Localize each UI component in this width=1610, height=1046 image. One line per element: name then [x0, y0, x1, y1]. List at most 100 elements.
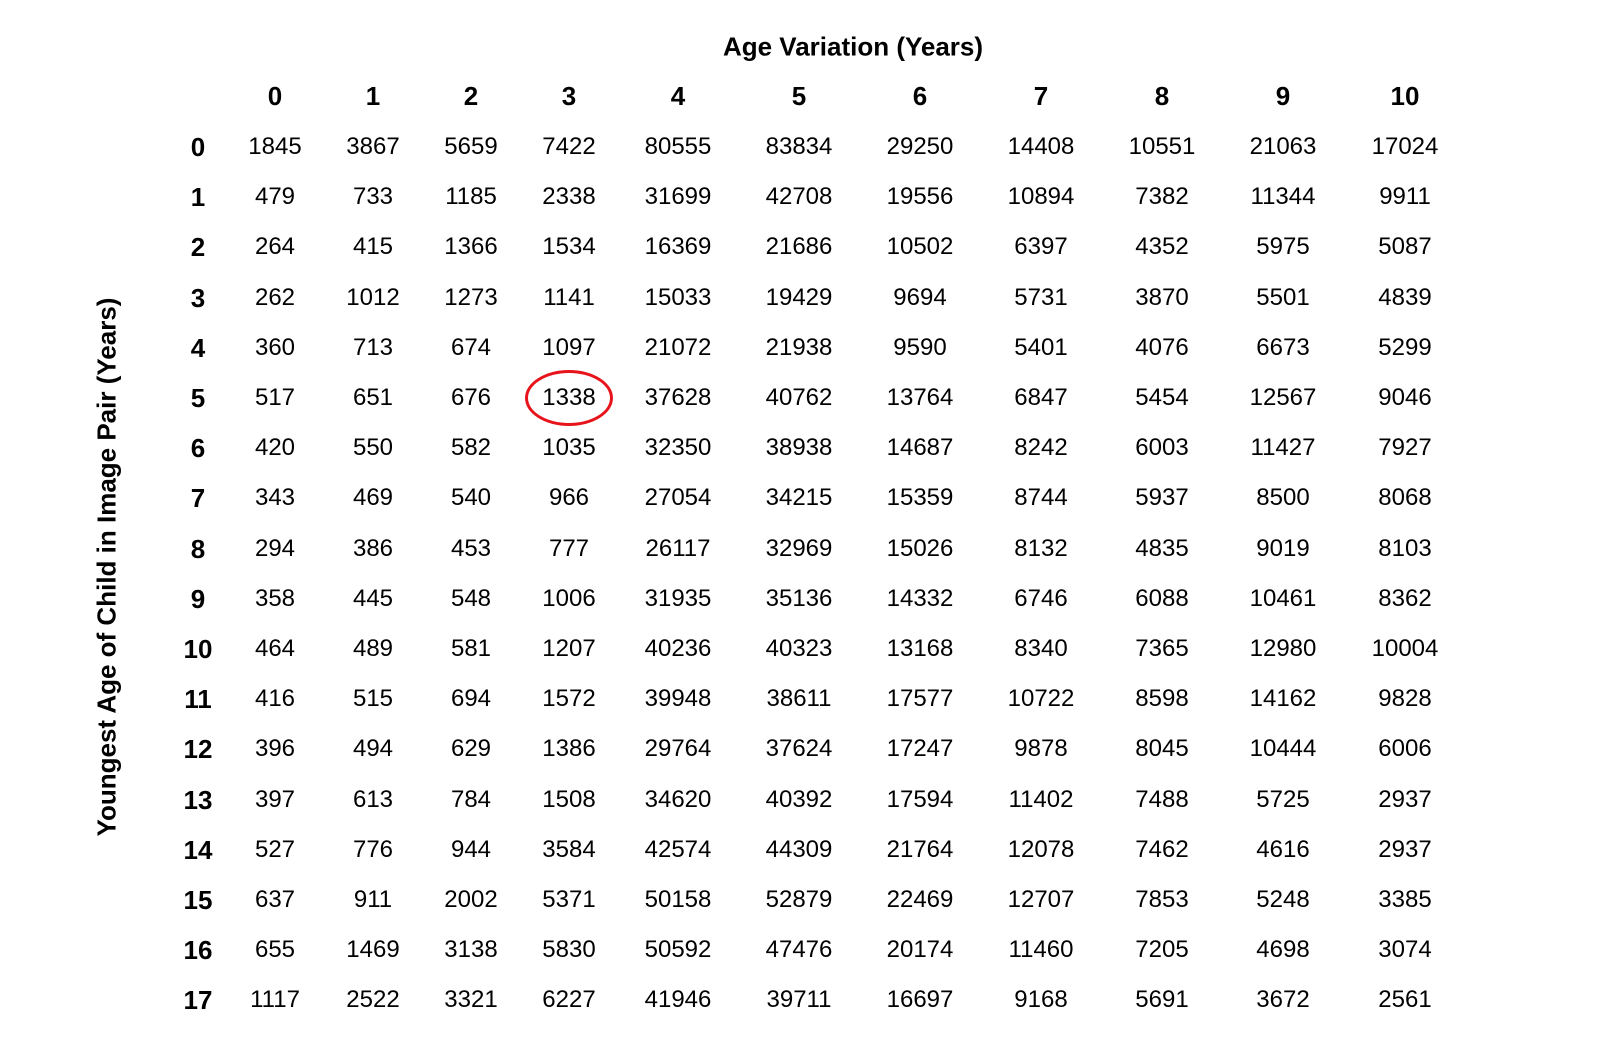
- table-cell: 4698: [1256, 936, 1310, 964]
- table-cell: 15359: [886, 484, 954, 512]
- table-cell: 9911: [1379, 183, 1431, 211]
- table-cell: 3870: [1135, 283, 1189, 311]
- table-cell: 3672: [1256, 986, 1310, 1014]
- row-header: 11: [184, 684, 212, 715]
- row-header: 3: [190, 282, 206, 313]
- table-cell: 694: [450, 685, 492, 713]
- table-cell: 416: [254, 685, 296, 713]
- table-cell: 637: [254, 886, 296, 913]
- table-cell: 40762: [765, 384, 833, 411]
- table-cell: 713: [352, 333, 394, 361]
- table-cell: 4076: [1135, 333, 1189, 361]
- row-header: 14: [183, 834, 213, 865]
- row-header: 4: [190, 332, 206, 363]
- table-cell: 38938: [765, 434, 833, 462]
- table-cell: 12980: [1249, 635, 1317, 662]
- table-cell: 676: [450, 384, 492, 411]
- column-header: 9: [1275, 81, 1291, 111]
- table-cell: 41946: [644, 986, 712, 1014]
- table-cell: 3074: [1378, 936, 1432, 964]
- table-cell: 5731: [1014, 283, 1068, 311]
- table-cell: 1508: [542, 785, 596, 813]
- table-cell: 464: [254, 635, 296, 662]
- table-cell: 12078: [1007, 835, 1075, 863]
- table-cell: 10444: [1249, 735, 1317, 763]
- table-cell: 16369: [644, 233, 712, 261]
- table-cell: 469: [352, 484, 394, 512]
- table-cell: 1185: [445, 183, 497, 211]
- table-cell: 911: [353, 886, 393, 913]
- table-cell: 1273: [444, 283, 498, 311]
- table-cell: 19556: [886, 183, 954, 211]
- table-cell: 540: [450, 484, 492, 512]
- table-cell: 4616: [1256, 835, 1310, 863]
- table-cell: 12567: [1249, 384, 1317, 411]
- table-cell: 10502: [886, 233, 954, 261]
- table-cell: 21938: [765, 333, 833, 361]
- table-cell: 613: [352, 785, 394, 813]
- row-header: 6: [190, 433, 206, 464]
- table-cell: 29250: [886, 133, 954, 160]
- table-cell: 2002: [444, 886, 498, 913]
- row-axis-title: Youngest Age of Child in Image Pair (Yea…: [91, 297, 122, 837]
- table-cell: 1207: [542, 635, 596, 662]
- table-cell: 4835: [1135, 534, 1189, 562]
- table-cell: 515: [352, 685, 394, 713]
- table-cell: 2338: [542, 183, 596, 211]
- table-cell: 517: [254, 384, 296, 411]
- table-cell: 6006: [1378, 735, 1432, 763]
- table-cell: 15026: [886, 534, 954, 562]
- table-cell: 1386: [542, 735, 596, 763]
- table-cell: 3385: [1378, 886, 1432, 913]
- row-header: 12: [183, 734, 213, 765]
- table-cell: 27054: [644, 484, 712, 512]
- table-cell: 1534: [542, 233, 596, 261]
- table-cell: 37628: [644, 384, 712, 411]
- table-cell: 40392: [765, 785, 833, 813]
- table-cell: 262: [254, 283, 296, 311]
- table-cell: 29764: [644, 735, 712, 763]
- table-cell: 31699: [644, 183, 712, 211]
- table-cell: 80555: [644, 133, 712, 160]
- table-cell: 34215: [765, 484, 833, 512]
- column-header: 6: [912, 81, 928, 111]
- table-cell: 582: [450, 434, 492, 462]
- table-cell: 360: [254, 333, 296, 361]
- table-cell: 7927: [1378, 434, 1432, 462]
- table-cell: 674: [450, 333, 492, 361]
- table-cell: 44309: [765, 835, 833, 863]
- table-cell: 6847: [1014, 384, 1068, 411]
- table-cell: 1469: [346, 936, 400, 964]
- table-cell: 35136: [765, 584, 833, 612]
- table-cell: 10004: [1371, 635, 1439, 662]
- table-cell: 14687: [886, 434, 954, 462]
- table-cell: 50592: [644, 936, 712, 964]
- table-cell: 40323: [765, 635, 833, 662]
- table-cell: 3867: [346, 133, 400, 160]
- row-header: 8: [190, 533, 206, 564]
- table-cell: 9694: [893, 283, 947, 311]
- table-cell: 7462: [1135, 835, 1189, 863]
- table-cell: 12707: [1007, 886, 1075, 913]
- table-cell: 7205: [1135, 936, 1189, 964]
- table-cell: 14162: [1249, 685, 1317, 713]
- table-cell: 22469: [886, 886, 954, 913]
- table-cell: 784: [450, 785, 492, 813]
- table-cell: 8242: [1014, 434, 1068, 462]
- table-cell: 10551: [1128, 133, 1196, 160]
- table-cell: 11344: [1250, 183, 1316, 211]
- column-header: 0: [267, 81, 283, 111]
- table-cell: 9019: [1256, 534, 1310, 562]
- table-cell: 445: [352, 584, 394, 612]
- table-cell: 776: [352, 835, 394, 863]
- table-cell: 19429: [765, 283, 833, 311]
- table-cell: 21686: [765, 233, 833, 261]
- table-cell: 8744: [1014, 484, 1068, 512]
- table-cell: 1117: [250, 986, 300, 1014]
- table-cell: 8103: [1378, 534, 1432, 562]
- column-header: 7: [1033, 81, 1049, 111]
- table-cell: 39711: [766, 986, 832, 1014]
- table-cell: 34620: [644, 785, 712, 813]
- table-cell: 10894: [1007, 183, 1075, 211]
- column-axis-title: Age Variation (Years): [722, 31, 984, 62]
